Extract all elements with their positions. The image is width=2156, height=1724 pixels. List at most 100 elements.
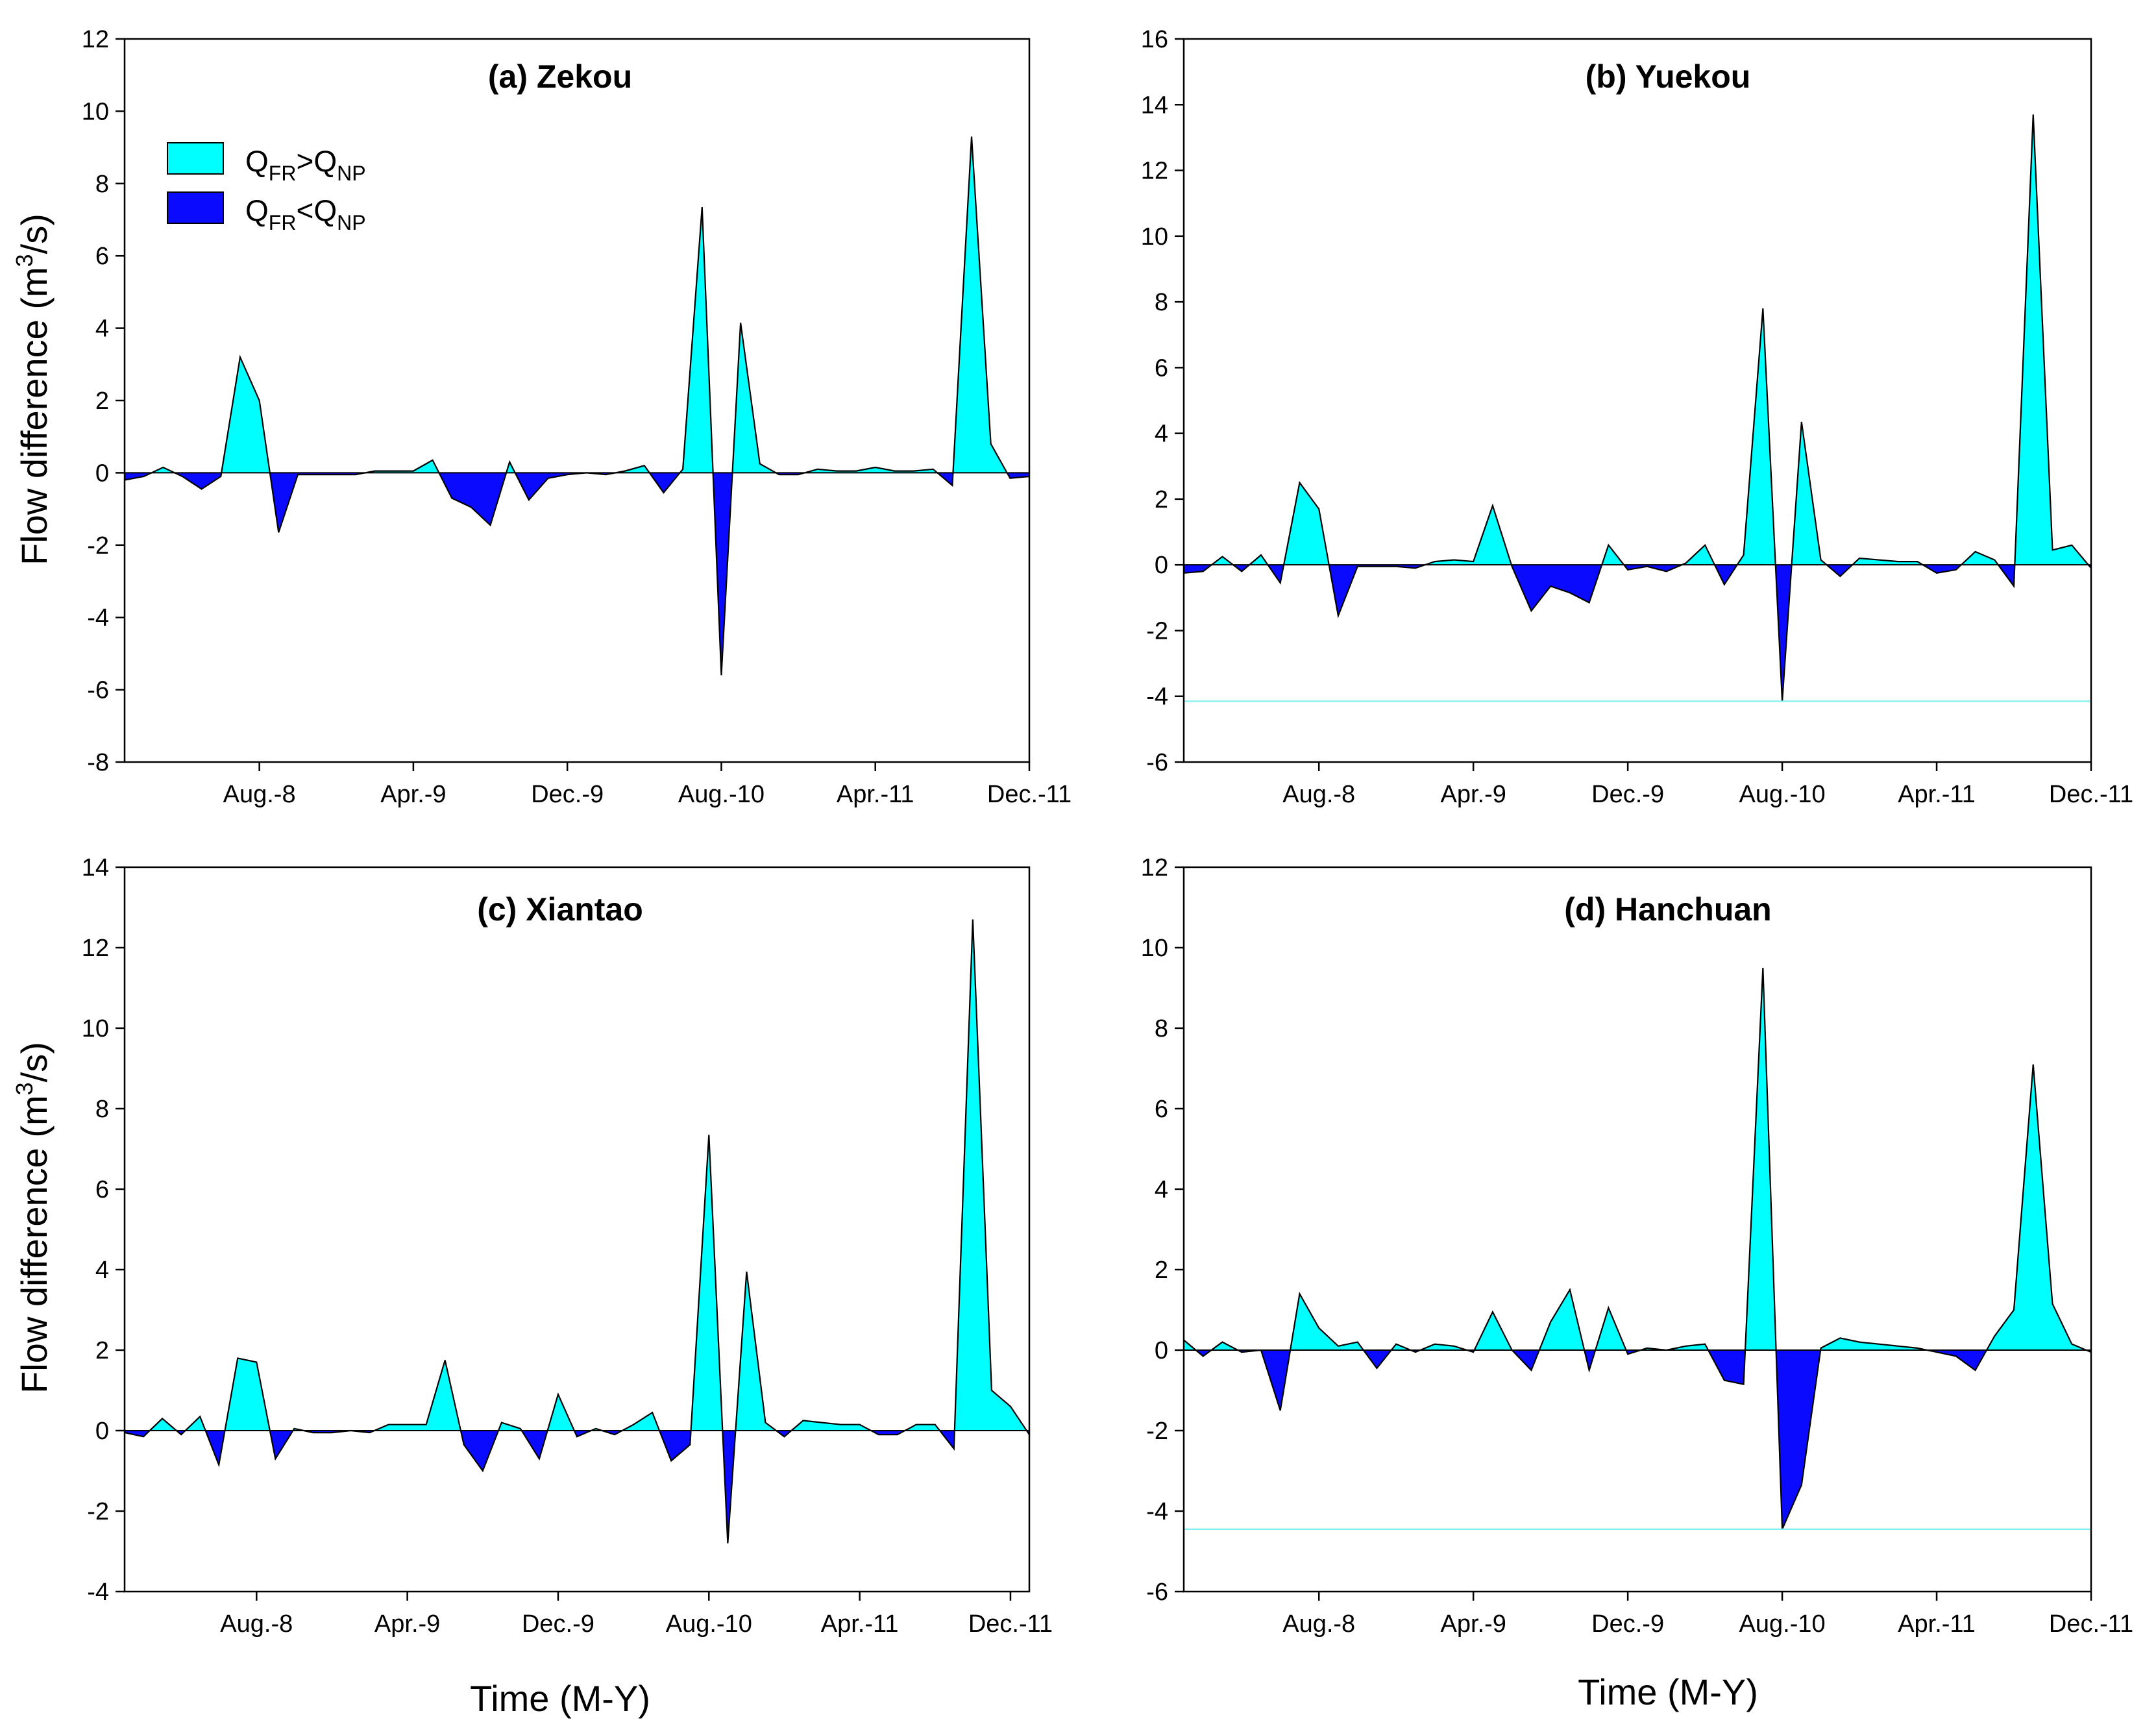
panel-a-title: (a) Zekou (488, 58, 632, 95)
panel-b-ytick-label: -2 (1146, 617, 1168, 645)
panel-a-xtick-label: Aug.-8 (223, 781, 296, 808)
panel-c-xtick-label: Dec.-11 (968, 1610, 1053, 1638)
panel-d-ytick-label: -2 (1146, 1418, 1168, 1445)
panel-a-areas (124, 136, 1030, 676)
panel-b-series-line (1183, 114, 2092, 702)
panel-b-xtick-label: Aug.-8 (1282, 781, 1355, 808)
panel-c-axes: -4 -2 0 2 4 6 8 10 12 14 Aug.-8 Apr.-9 Dec.-9 Aug.-10… (82, 854, 1053, 1638)
panel-d-ytick-label: 2 (1155, 1257, 1168, 1284)
panel-a-xtick-label: Apr.-9 (380, 781, 446, 808)
panel-a-area-negative (125, 473, 1029, 676)
panel-b-ytick-label: 12 (1141, 158, 1168, 185)
panel-a-axes: -8 -6 -4 -2 0 2 4 6 8 10 12 Aug.-8 Apr.-9 Dec.-9 Aug.-… (82, 26, 1072, 808)
legend-swatch-positive (167, 142, 224, 175)
x-axis-label-right: Time (M-Y) (1578, 1671, 1758, 1712)
panel-b-ytick-label: 16 (1141, 26, 1168, 53)
legend-label-positive: QFR>QNP (245, 144, 366, 185)
panel-c-xtick-label: Apr.-11 (821, 1610, 899, 1638)
panel-b-axes: -6 -4 -2 0 2 4 6 8 10 12 14 16 Aug.-8 Apr.-9 Dec.-9 Aug… (1141, 26, 2133, 808)
panel-a-ytick-label: 8 (95, 171, 109, 198)
panel-b-area-positive (1184, 114, 2091, 565)
panel-c-ytick-label: 4 (95, 1257, 109, 1284)
panel-b-xtick-label: Aug.-10 (1739, 781, 1826, 808)
panel-b-ytick-label: 8 (1155, 289, 1168, 316)
panel-b-yuekou: -6 -4 -2 0 2 4 6 8 10 12 14 16 Aug.-8 Apr.-9 Dec.-9 Aug… (1141, 26, 2133, 808)
panel-a-ytick-label: 6 (95, 243, 109, 270)
panel-b-frame (1182, 38, 2092, 763)
panel-a-area-positive (125, 136, 1029, 473)
panel-b-xtick-label: Apr.-9 (1440, 781, 1506, 808)
panel-b-xtick-label: Dec.-9 (1591, 781, 1664, 808)
y-axis-label-bottom: Flow difference (m3/s) (11, 1042, 55, 1394)
panel-b-ytick-label: 0 (1155, 552, 1168, 579)
panel-d-xtick-label: Apr.-9 (1440, 1610, 1506, 1638)
panel-c-ytick-label: 8 (95, 1096, 109, 1123)
panel-c-series-line (124, 919, 1030, 1544)
panel-a-ytick-label: -6 (87, 677, 109, 704)
panel-a-ytick-label: -8 (87, 749, 109, 776)
panel-c-ytick-label: 2 (95, 1337, 109, 1364)
panel-d-ytick-label: 4 (1155, 1176, 1168, 1203)
panel-b-area-negative (1184, 565, 2091, 702)
panel-a-xtick-label: Dec.-9 (531, 781, 604, 808)
panel-c-xtick-label: Dec.-9 (522, 1610, 594, 1638)
panel-b-ytick-label: 14 (1141, 92, 1168, 119)
panel-d-xtick-label: Dec.-9 (1591, 1610, 1664, 1638)
panel-a-ytick-label: 0 (95, 460, 109, 487)
panel-a-ytick-label: 2 (95, 388, 109, 415)
panel-b-ytick-label: 4 (1155, 421, 1168, 448)
panel-c-ytick-label: -2 (87, 1498, 109, 1525)
legend-swatch-negative (167, 191, 224, 224)
panel-d-xtick-label: Aug.-10 (1739, 1610, 1826, 1638)
panel-c-xtick-label: Apr.-9 (374, 1610, 440, 1638)
panel-b-xtick-label: Apr.-11 (1898, 781, 1976, 808)
panel-a-ytick-label: 10 (82, 98, 109, 125)
panel-c-areas (124, 919, 1030, 1544)
panel-a-ytick-label: -2 (87, 532, 109, 560)
panel-b-ytick-label: -4 (1146, 683, 1168, 711)
panel-d-ytick-label: 0 (1155, 1337, 1168, 1364)
panel-d-ytick-label: -4 (1146, 1498, 1168, 1525)
panel-a-xtick-label: Dec.-11 (987, 781, 1072, 808)
panel-c-ytick-label: 12 (82, 935, 109, 962)
legend-label-negative: QFR<QNP (245, 193, 366, 234)
panel-c-ytick-label: 10 (82, 1015, 109, 1042)
legend: QFR>QNP QFR<QNP (167, 142, 366, 234)
panel-c-frame (123, 866, 1031, 1593)
panel-c-xtick-label: Aug.-10 (666, 1610, 752, 1638)
panel-b-ytick-label: 10 (1141, 223, 1168, 251)
panel-a-series-line (124, 136, 1030, 676)
panel-d-area-positive (1184, 968, 2091, 1350)
panel-c-ytick-label: 0 (95, 1418, 109, 1445)
y-axis-label-top: Flow difference (m3/s) (11, 214, 55, 565)
panel-b-areas (1183, 114, 2092, 702)
panel-a-zekou: -8 -6 -4 -2 0 2 4 6 8 10 12 Aug.-8 Apr.-9 Dec.-9 Aug.-… (82, 26, 1072, 808)
panel-d-ytick-label: 12 (1141, 854, 1168, 881)
panel-c-ytick-label: 14 (82, 854, 109, 881)
panel-d-ytick-label: 10 (1141, 935, 1168, 962)
panel-d-xtick-label: Apr.-11 (1898, 1610, 1976, 1638)
panel-d-ytick-label: -6 (1146, 1579, 1168, 1606)
panel-a-xtick-label: Apr.-11 (837, 781, 914, 808)
panel-d-title: (d) Hanchuan (1564, 891, 1771, 928)
panel-d-axes: -6 -4 -2 0 2 4 6 8 10 12 Aug.-8 Apr.-9 Dec.-9 Aug.-10… (1141, 854, 2133, 1638)
panel-b-ytick-label: 6 (1155, 354, 1168, 382)
panel-d-xtick-label: Dec.-11 (2049, 1610, 2133, 1638)
panel-d-frame (1182, 866, 2092, 1593)
panel-a-ytick-label: 4 (95, 315, 109, 343)
panel-d-xtick-label: Aug.-8 (1282, 1610, 1355, 1638)
panel-c-xiantao: -4 -2 0 2 4 6 8 10 12 14 Aug.-8 Apr.-9 Dec.-9 Aug.-10… (82, 854, 1053, 1638)
panel-b-ytick-label: -6 (1146, 749, 1168, 776)
panel-b-title: (b) Yuekou (1586, 58, 1751, 95)
panel-d-ytick-label: 6 (1155, 1096, 1168, 1123)
panel-a-ytick-label: -4 (87, 604, 109, 632)
panel-c-ytick-label: 6 (95, 1176, 109, 1203)
panel-d-area-negative (1184, 1350, 2091, 1529)
panel-d-areas (1183, 967, 2092, 1530)
panel-c-area-positive (125, 919, 1029, 1431)
panel-d-ytick-label: 8 (1155, 1015, 1168, 1042)
panel-c-xtick-label: Aug.-8 (220, 1610, 293, 1638)
panel-d-hanchuan: -6 -4 -2 0 2 4 6 8 10 12 Aug.-8 Apr.-9 Dec.-9 Aug.-10… (1141, 854, 2133, 1638)
panel-d-series-line (1183, 967, 2092, 1530)
